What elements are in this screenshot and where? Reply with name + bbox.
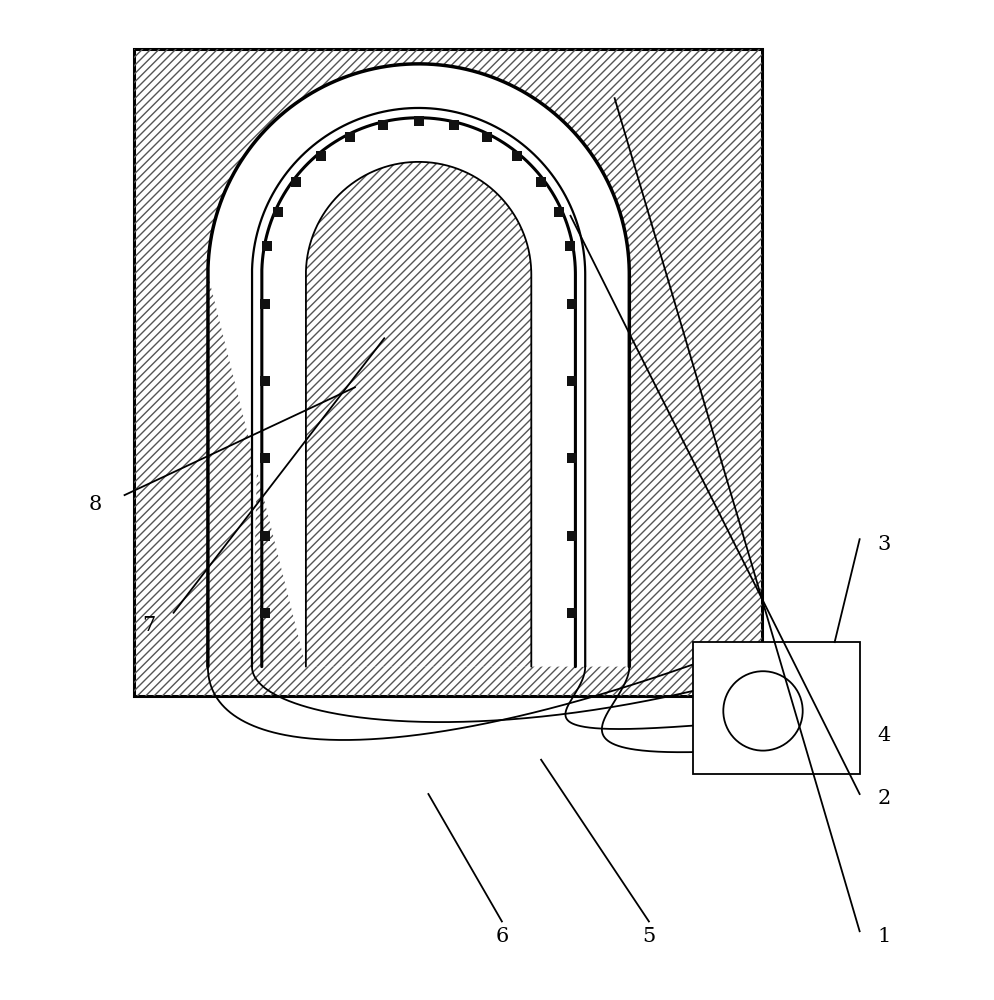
Point (411, 113, 426, 129)
Text: 4: 4 (878, 726, 891, 745)
Point (259, 238, 275, 254)
Text: 3: 3 (878, 535, 891, 554)
Point (565, 373, 580, 389)
Polygon shape (306, 162, 532, 667)
Point (256, 373, 272, 389)
Point (552, 204, 568, 220)
Text: 7: 7 (142, 616, 156, 635)
Point (479, 129, 495, 145)
Point (256, 605, 272, 621)
Point (270, 204, 286, 220)
Text: 5: 5 (642, 927, 655, 946)
Bar (134, 49, 761, 696)
Point (376, 117, 392, 133)
Point (256, 296, 272, 312)
Bar (693, 642, 860, 774)
Point (565, 450, 580, 466)
Polygon shape (208, 64, 629, 667)
Polygon shape (251, 108, 585, 667)
Point (312, 148, 328, 164)
Point (565, 296, 580, 312)
Point (565, 528, 580, 544)
Point (509, 148, 525, 164)
Text: 2: 2 (878, 789, 891, 808)
Text: 8: 8 (88, 495, 101, 514)
Point (288, 174, 304, 190)
Point (562, 238, 578, 254)
Bar (134, 49, 761, 696)
Text: 6: 6 (495, 927, 509, 946)
Point (342, 129, 358, 145)
Point (445, 117, 461, 133)
Point (565, 605, 580, 621)
Text: 1: 1 (878, 927, 891, 946)
Point (256, 450, 272, 466)
Point (533, 174, 549, 190)
Point (256, 528, 272, 544)
